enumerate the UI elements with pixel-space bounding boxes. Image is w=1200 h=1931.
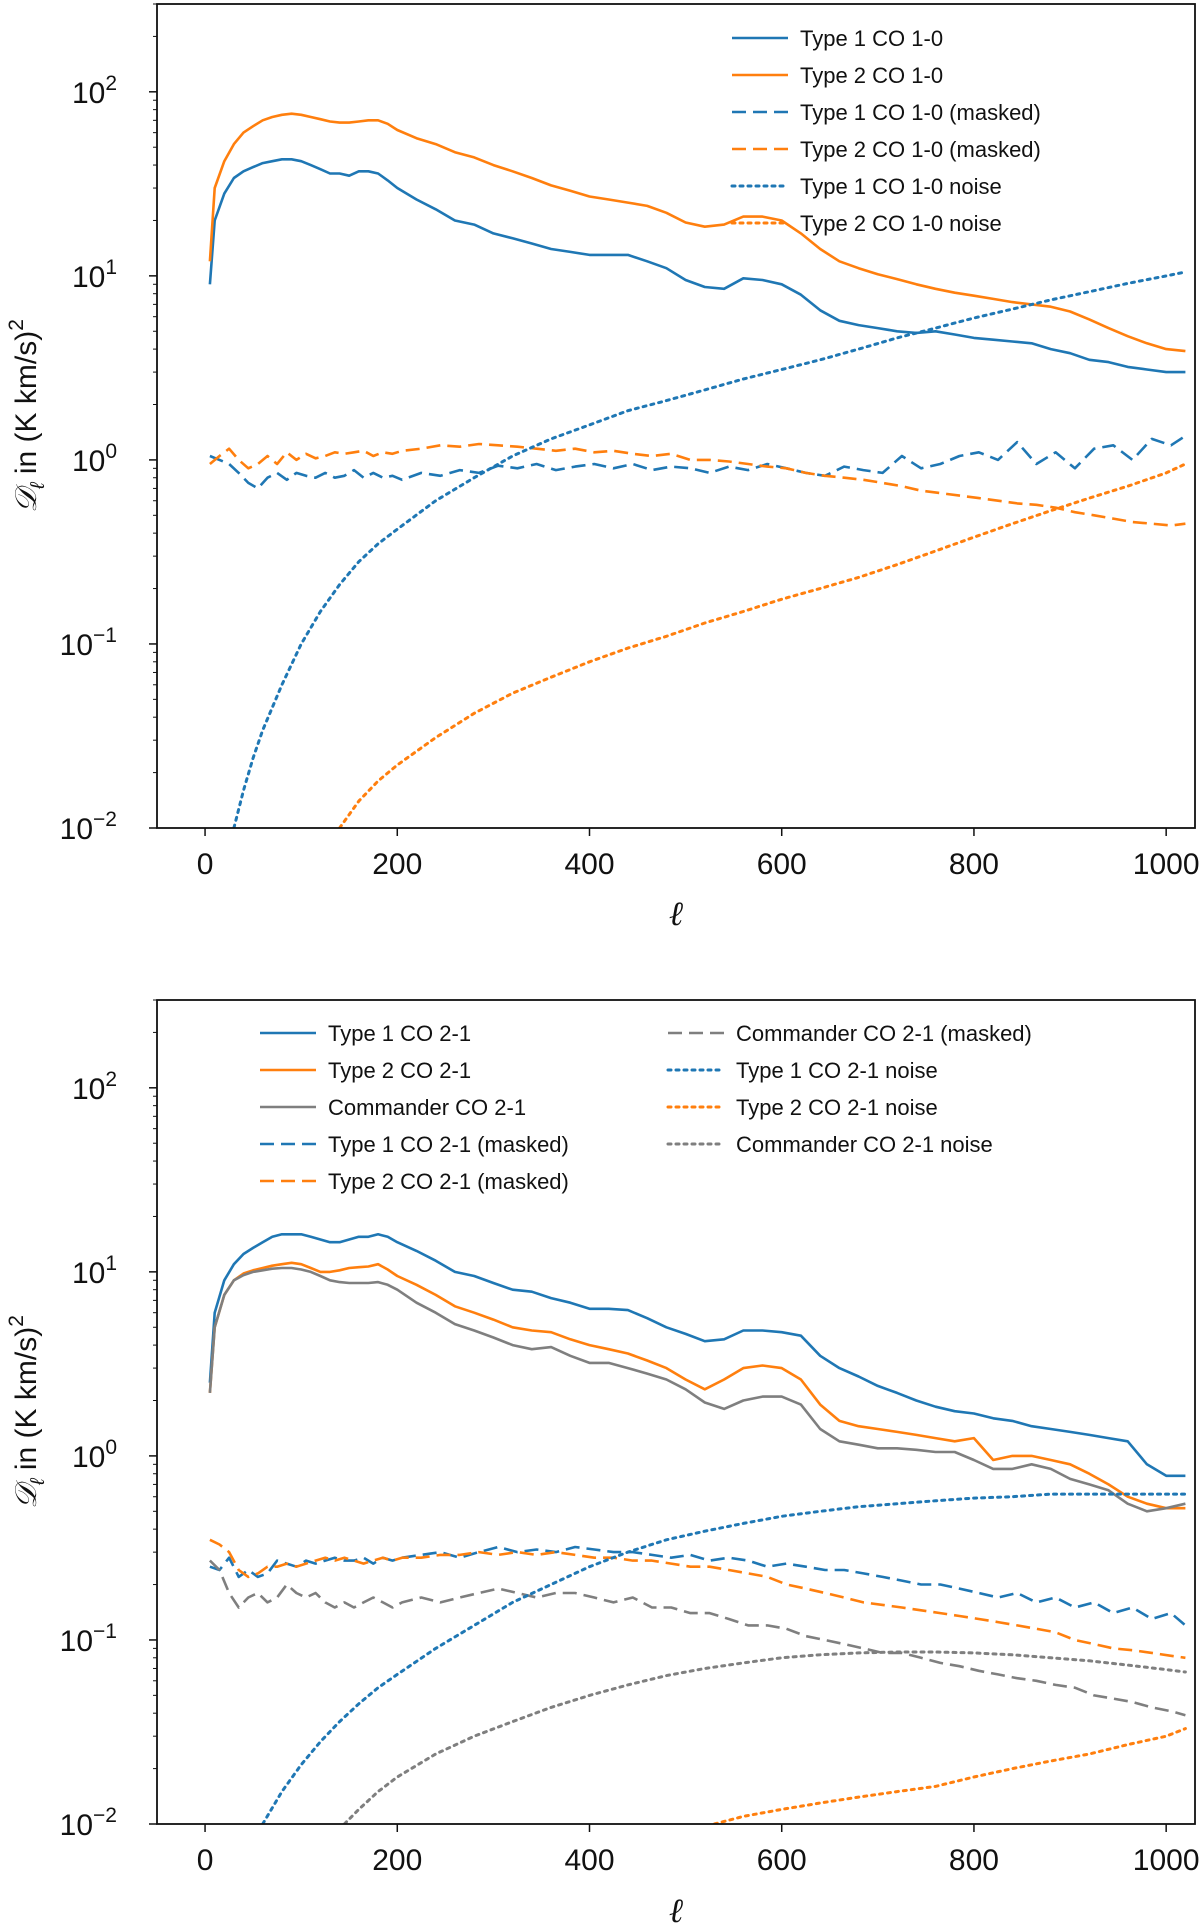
legend-label: Type 1 CO 2-1 (masked) bbox=[328, 1132, 569, 1157]
legend-label: Type 1 CO 1-0 bbox=[800, 26, 943, 51]
y-tick-label: 10−2 bbox=[60, 1804, 117, 1842]
legend: Type 1 CO 1-0 Type 2 CO 1-0 Type 1 CO 1-0 … bbox=[730, 26, 1041, 236]
y-tick-label: 102 bbox=[72, 72, 117, 110]
x-tick-label: 600 bbox=[757, 1844, 807, 1877]
series-line-type-2-co-2-1 bbox=[208, 1261, 1186, 1510]
series-line-type-1-co-2-1-masked bbox=[209, 1545, 1187, 1627]
series-line-type-1-co-2-1 bbox=[208, 1233, 1186, 1478]
series-line-type-1-co-1-0 bbox=[208, 158, 1186, 374]
series-line-type-2-co-1-0 bbox=[208, 112, 1186, 353]
y-axis-label: 𝒟ℓ in (K km/s)2 bbox=[5, 319, 49, 513]
series-line-commander-co-2-1 bbox=[208, 1266, 1186, 1513]
series-line-type-1-co-1-0-noise bbox=[232, 270, 1187, 828]
legend-label: Type 1 CO 1-0 noise bbox=[800, 174, 1002, 199]
y-tick-label: 10−2 bbox=[60, 808, 117, 846]
y-axis-label: 𝒟ℓ in (K km/s)2 bbox=[5, 1315, 49, 1509]
y-tick-label: 102 bbox=[72, 1068, 117, 1106]
x-tick-label: 400 bbox=[564, 848, 614, 881]
axes-frame bbox=[156, 3, 1196, 829]
x-tick-label: 200 bbox=[372, 1844, 422, 1877]
legend-label: Type 2 CO 2-1 bbox=[328, 1058, 471, 1083]
legend-label: Type 1 CO 2-1 bbox=[328, 1021, 471, 1046]
legend-label: Commander CO 2-1 noise bbox=[736, 1132, 993, 1157]
legend-label: Type 2 CO 2-1 (masked) bbox=[328, 1169, 569, 1194]
x-tick-label: 0 bbox=[197, 1844, 214, 1877]
x-tick-label: 1000 bbox=[1133, 848, 1200, 881]
x-tick-label: 200 bbox=[372, 848, 422, 881]
y-tick-label: 100 bbox=[72, 440, 117, 478]
legend-label: Type 1 CO 1-0 (masked) bbox=[800, 100, 1041, 125]
series-line-type-1-co-1-0-masked bbox=[209, 434, 1187, 490]
x-tick-label: 800 bbox=[949, 1844, 999, 1877]
series-group bbox=[208, 112, 1187, 828]
x-tick-label: 400 bbox=[564, 1844, 614, 1877]
series-line-commander-co-2-1-noise bbox=[342, 1650, 1187, 1824]
series-line-commander-co-2-1-masked bbox=[208, 1559, 1186, 1717]
y-tick-label: 10−1 bbox=[60, 624, 117, 662]
legend-label: Type 2 CO 1-0 noise bbox=[800, 211, 1002, 236]
series-line-type-2-co-2-1-noise bbox=[712, 1727, 1187, 1824]
x-axis-label: ℓ bbox=[669, 1893, 683, 1930]
legend-label: Type 2 CO 2-1 noise bbox=[736, 1095, 938, 1120]
legend-label: Commander CO 2-1 bbox=[328, 1095, 526, 1120]
y-tick-label: 100 bbox=[72, 1436, 117, 1474]
legend-label: Type 2 CO 1-0 (masked) bbox=[800, 137, 1041, 162]
series-line-type-1-co-2-1-noise bbox=[261, 1492, 1187, 1824]
x-tick-label: 0 bbox=[197, 848, 214, 881]
legend-label: Commander CO 2-1 (masked) bbox=[736, 1021, 1032, 1046]
series-group bbox=[208, 1233, 1187, 1824]
y-tick-label: 10−1 bbox=[60, 1620, 117, 1658]
y-tick-label: 101 bbox=[72, 256, 117, 294]
axes-frame bbox=[156, 999, 1196, 1825]
legend-label: Type 2 CO 1-0 bbox=[800, 63, 943, 88]
panel-top-co-1-0: 0 200 400 600 800 1000 10−2 10−1 100 101 102 ℓ 𝒟ℓ in… bbox=[5, 3, 1200, 933]
x-tick-label: 800 bbox=[949, 848, 999, 881]
y-tick-label: 101 bbox=[72, 1252, 117, 1290]
x-axis-label: ℓ bbox=[669, 896, 683, 933]
legend-label: Type 1 CO 2-1 noise bbox=[736, 1058, 938, 1083]
series-line-type-2-co-2-1-masked bbox=[209, 1538, 1186, 1660]
x-tick-label: 1000 bbox=[1133, 1844, 1200, 1877]
legend: Type 1 CO 2-1 Type 2 CO 2-1 Commander CO 2… bbox=[260, 1021, 1032, 1194]
series-line-type-2-co-1-0-noise bbox=[338, 462, 1187, 828]
x-tick-label: 600 bbox=[757, 848, 807, 881]
panel-bottom-co-2-1: 0 200 400 600 800 1000 10−2 10−1 100 101 102 ℓ 𝒟ℓ in… bbox=[5, 999, 1200, 1930]
series-line-type-2-co-1-0-masked bbox=[209, 442, 1186, 527]
